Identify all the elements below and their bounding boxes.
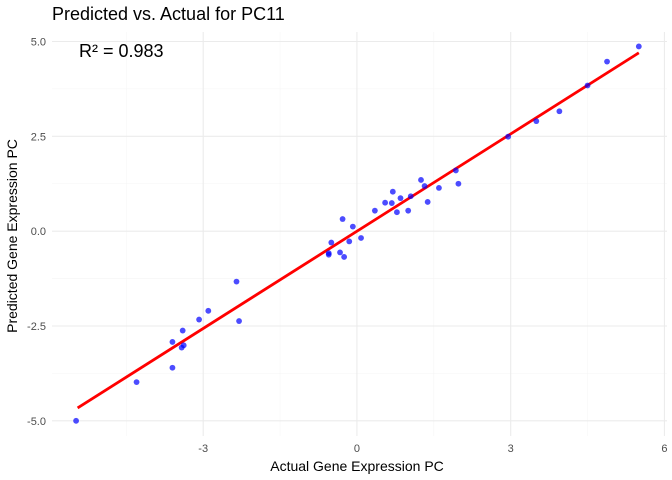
x-axis-label: Actual Gene Expression PC — [270, 458, 444, 474]
data-point — [405, 207, 412, 214]
data-point — [346, 238, 353, 245]
data-point — [236, 318, 242, 324]
data-point — [233, 278, 240, 285]
y-tick-label: 5.0 — [31, 36, 46, 48]
data-point — [169, 339, 176, 345]
data-point — [436, 185, 442, 191]
y-axis-label: Predicted Gene Expression PC — [4, 139, 20, 333]
data-point — [73, 417, 79, 424]
data-point — [533, 118, 540, 125]
data-point — [452, 167, 459, 174]
data-point — [358, 235, 364, 241]
data-point — [196, 316, 202, 323]
data-point — [371, 207, 378, 214]
data-point — [584, 82, 591, 89]
y-axis-ticks: -5.0 -2.5 0.0 2.5 5.0 — [27, 36, 46, 427]
data-point — [382, 199, 389, 206]
data-point — [325, 251, 332, 258]
data-point — [337, 249, 343, 256]
data-point — [505, 133, 512, 140]
data-points — [73, 43, 642, 424]
data-point — [604, 58, 610, 65]
regression-line-group — [76, 51, 640, 410]
data-point — [635, 43, 642, 50]
x-tick-label: -3 — [198, 443, 208, 455]
data-point — [418, 177, 424, 183]
x-tick-label: 3 — [508, 443, 514, 455]
data-point — [424, 199, 431, 205]
data-point — [328, 239, 335, 246]
data-point — [421, 183, 428, 189]
data-point — [179, 327, 186, 334]
plot-grid — [52, 32, 667, 436]
data-point — [407, 193, 414, 200]
data-point — [397, 195, 404, 202]
regression-line — [76, 51, 640, 410]
r-squared-annotation: R² = 0.983 — [79, 41, 164, 61]
data-point — [341, 254, 348, 260]
data-point — [556, 108, 563, 115]
y-tick-label: 2.5 — [31, 131, 46, 143]
data-point — [205, 307, 212, 314]
data-point — [339, 216, 346, 222]
data-point — [394, 209, 400, 216]
chart-title: Predicted vs. Actual for PC11 — [52, 4, 285, 24]
y-tick-label: -2.5 — [27, 321, 46, 333]
x-tick-label: 0 — [354, 443, 360, 455]
y-tick-label: 0.0 — [31, 226, 46, 238]
x-tick-label: 6 — [661, 443, 667, 455]
data-point — [455, 180, 462, 187]
data-point — [169, 364, 176, 371]
data-point — [388, 200, 395, 206]
data-point — [389, 188, 396, 195]
y-tick-label: -5.0 — [27, 416, 46, 428]
x-axis-ticks: -3 0 3 6 — [198, 443, 667, 455]
data-point — [349, 223, 356, 230]
data-point — [133, 379, 140, 386]
data-point — [180, 342, 187, 349]
